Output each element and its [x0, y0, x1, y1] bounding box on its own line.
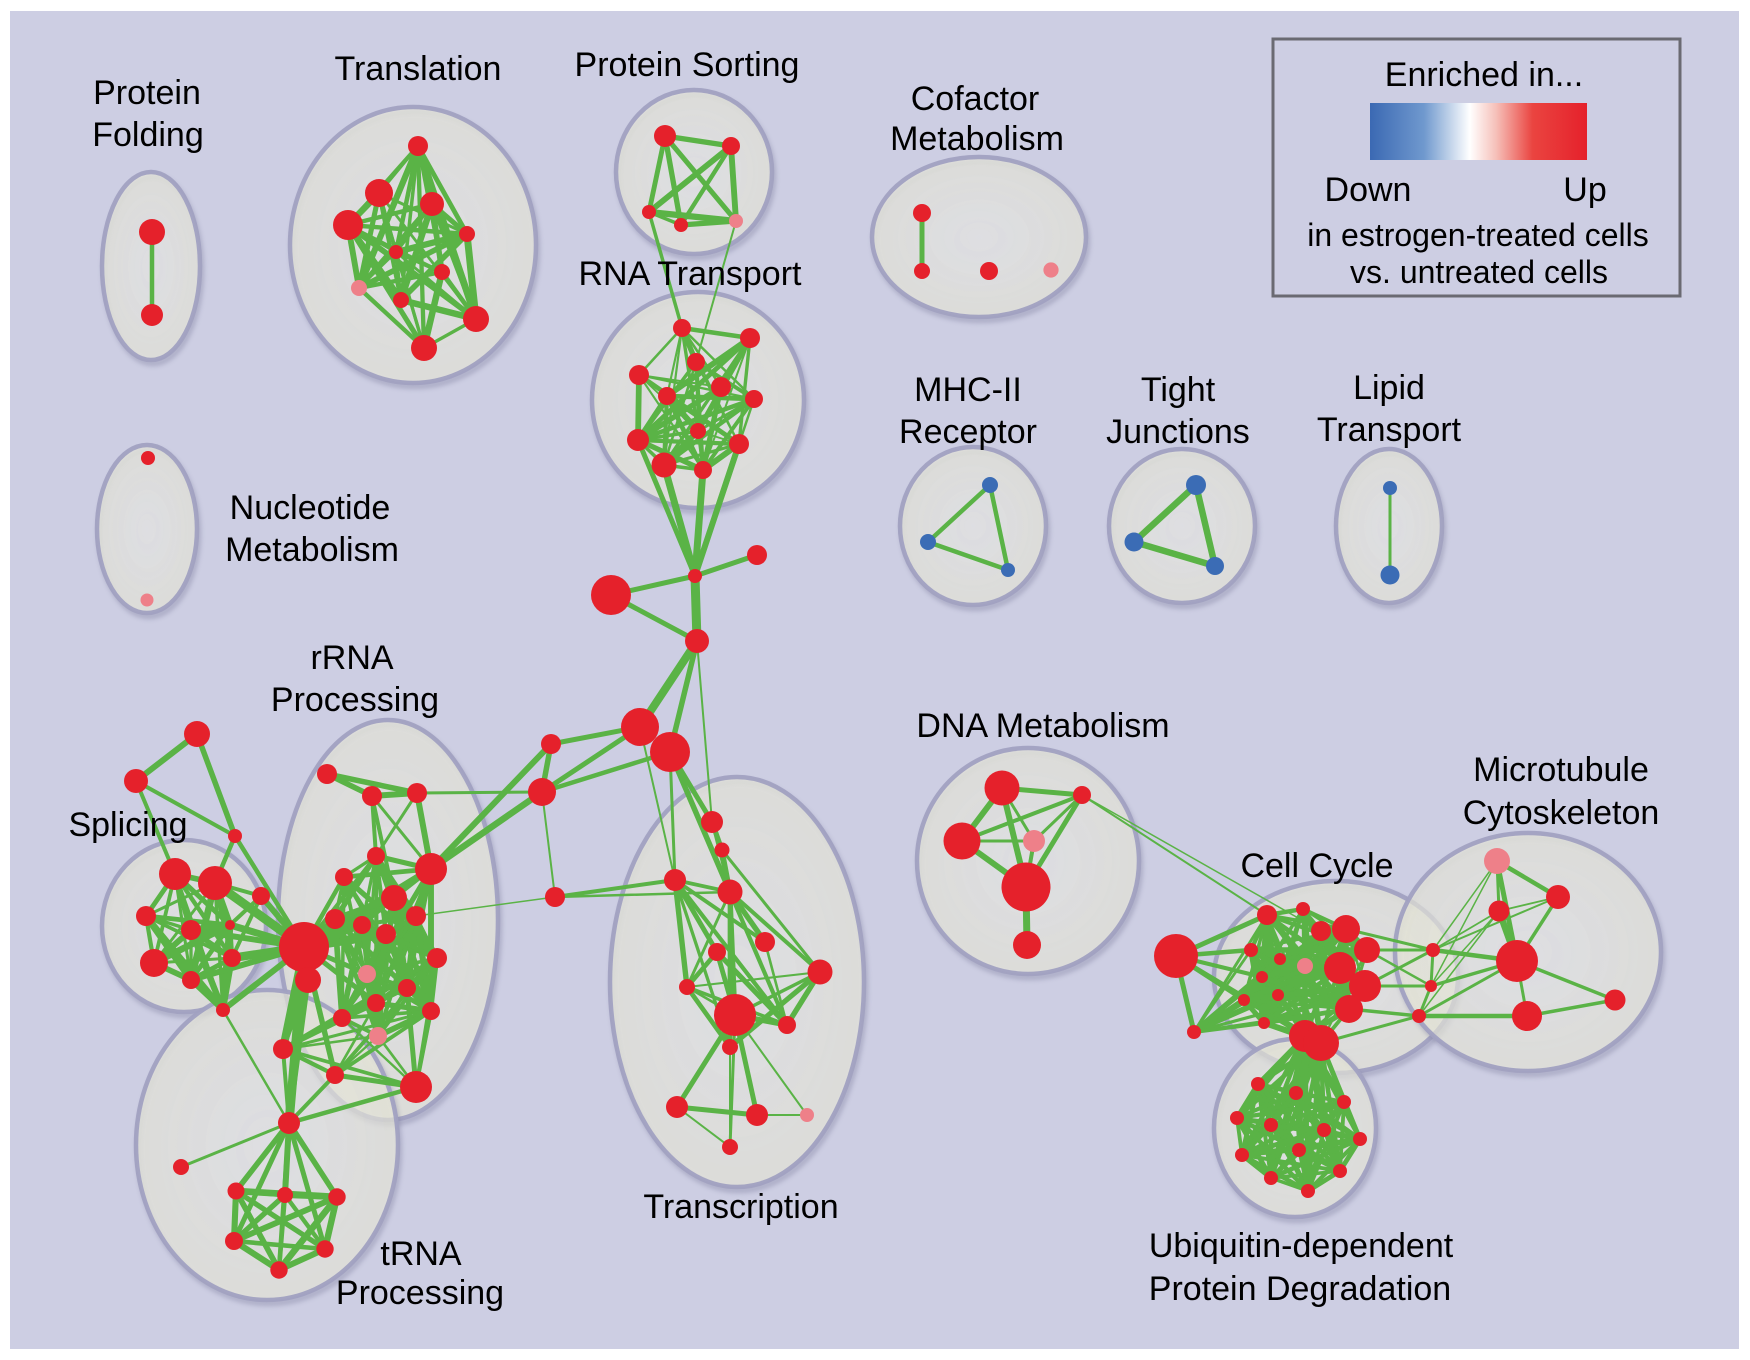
svg-text:Processing: Processing [271, 681, 439, 719]
svg-text:Tight: Tight [1141, 371, 1216, 409]
svg-text:rRNA: rRNA [310, 639, 393, 677]
svg-text:Junctions: Junctions [1106, 413, 1250, 451]
svg-text:Folding: Folding [92, 116, 204, 154]
svg-text:Splicing: Splicing [68, 806, 187, 844]
svg-text:Cytoskeleton: Cytoskeleton [1463, 794, 1660, 832]
svg-text:Down: Down [1325, 171, 1412, 209]
svg-text:Microtubule: Microtubule [1473, 751, 1649, 789]
svg-text:Cell Cycle: Cell Cycle [1240, 847, 1393, 885]
svg-text:Protein: Protein [93, 74, 201, 112]
svg-text:Metabolism: Metabolism [225, 531, 399, 569]
svg-text:Enriched in...: Enriched in... [1385, 56, 1583, 94]
svg-text:Protein Sorting: Protein Sorting [575, 46, 800, 84]
svg-text:Metabolism: Metabolism [890, 120, 1064, 158]
svg-text:Ubiquitin-dependent: Ubiquitin-dependent [1149, 1227, 1454, 1265]
svg-text:Protein Degradation: Protein Degradation [1149, 1270, 1451, 1308]
svg-text:Transcription: Transcription [643, 1188, 838, 1226]
svg-text:Nucleotide: Nucleotide [230, 489, 391, 527]
svg-text:Processing: Processing [336, 1274, 504, 1312]
svg-text:in estrogen-treated cells: in estrogen-treated cells [1307, 217, 1649, 253]
svg-text:Cofactor: Cofactor [911, 80, 1040, 118]
svg-text:Lipid: Lipid [1353, 369, 1425, 407]
svg-text:tRNA: tRNA [380, 1235, 462, 1273]
svg-text:Transport: Transport [1317, 411, 1462, 449]
svg-text:MHC-II: MHC-II [914, 371, 1022, 409]
svg-text:Up: Up [1563, 171, 1606, 209]
svg-text:Receptor: Receptor [899, 413, 1037, 451]
svg-text:RNA Transport: RNA Transport [579, 255, 803, 293]
svg-text:vs. untreated cells: vs. untreated cells [1350, 254, 1608, 290]
svg-text:Translation: Translation [335, 50, 502, 88]
svg-text:DNA Metabolism: DNA Metabolism [916, 707, 1169, 745]
